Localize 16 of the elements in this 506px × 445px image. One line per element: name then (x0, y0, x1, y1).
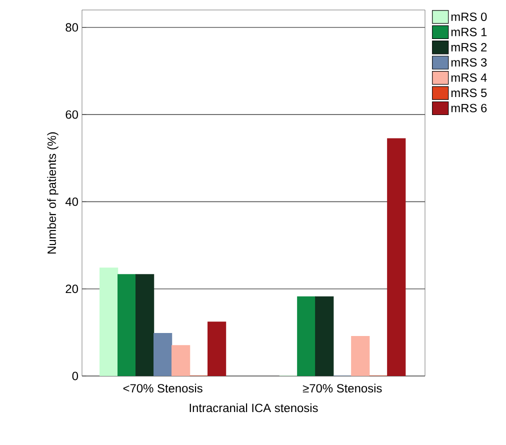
y-tick-label: 40 (65, 197, 78, 206)
x-tick-label: <70% Stenosis (123, 384, 202, 393)
legend-label: mRS 4 (451, 73, 487, 82)
y-axis-title: Number of patients (%) (47, 132, 58, 254)
legend-label: mRS 1 (451, 28, 487, 36)
y-tick-label: 80 (66, 23, 78, 32)
y-tick-label: 20 (66, 284, 78, 294)
legend-label: mRS 3 (451, 58, 487, 67)
y-tick-label: 60 (66, 110, 78, 119)
y-tick-label: 0 (72, 372, 78, 380)
legend-label: mRS 6 (451, 104, 487, 112)
legend-label: mRS 0 (451, 12, 487, 22)
x-tick-label: ≥70% Stenosis (302, 384, 382, 393)
x-axis-title: Intracranial ICA stenosis (190, 403, 318, 412)
legend-label: mRS 5 (451, 88, 487, 98)
legend-label: mRS 2 (451, 42, 487, 52)
